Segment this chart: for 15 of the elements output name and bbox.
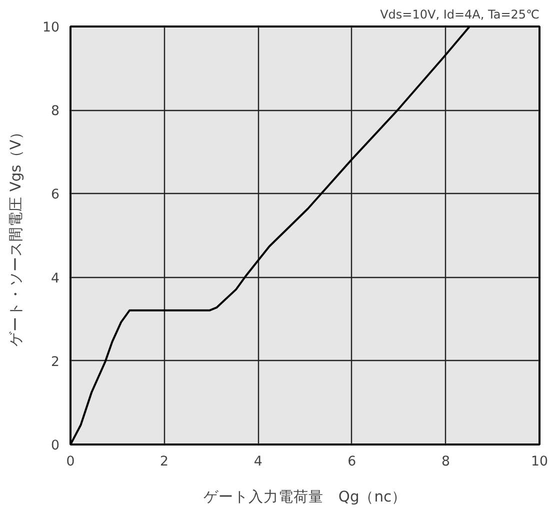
y-tick-label: 4 bbox=[51, 271, 60, 286]
y-tick-label: 2 bbox=[51, 354, 60, 370]
x-tick-label: 10 bbox=[531, 454, 548, 470]
x-tick-label: 4 bbox=[254, 454, 262, 470]
y-tick-label: 8 bbox=[51, 104, 60, 120]
y-tick-label: 10 bbox=[42, 20, 60, 36]
y-tick-label: 6 bbox=[51, 188, 60, 203]
x-tick-label: 6 bbox=[348, 454, 356, 470]
y-tick-label: 0 bbox=[51, 438, 60, 454]
y-axis-title: ゲート・ソース間電圧 Vgs（V） bbox=[8, 124, 25, 346]
x-axis-title: ゲート入力電荷量 Qg（nc） bbox=[203, 488, 407, 506]
x-tick-label: 2 bbox=[160, 454, 169, 470]
chart-subtitle: Vds=10V, Id=4A, Ta=25℃ bbox=[380, 8, 540, 22]
x-tick-label: 8 bbox=[441, 454, 450, 470]
x-tick-label: 0 bbox=[66, 454, 75, 470]
